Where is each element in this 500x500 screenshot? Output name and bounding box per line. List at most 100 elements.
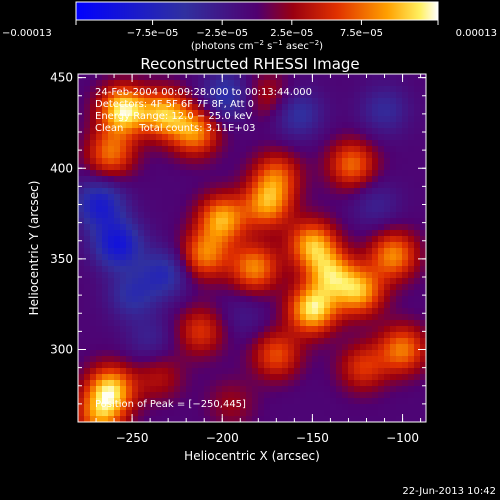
heatmap-cell xyxy=(120,176,127,183)
heatmap-cell xyxy=(354,266,361,273)
heatmap-cell xyxy=(156,260,163,267)
heatmap-cell xyxy=(366,170,373,177)
heatmap-cell xyxy=(420,272,426,279)
heatmap-cell xyxy=(192,74,199,81)
heatmap-cell xyxy=(360,272,367,279)
heatmap-cell xyxy=(414,344,421,351)
heatmap-cell xyxy=(390,116,397,123)
heatmap-cell xyxy=(348,344,355,351)
heatmap-cell xyxy=(294,290,301,297)
heatmap-cell xyxy=(216,314,223,321)
heatmap-cell xyxy=(228,278,235,285)
heatmap-cell xyxy=(276,278,283,285)
heatmap-cell xyxy=(216,74,223,81)
heatmap-cell xyxy=(162,374,169,381)
heatmap-cell xyxy=(174,362,181,369)
heatmap-cell xyxy=(294,398,301,405)
heatmap-cell xyxy=(84,254,91,261)
heatmap-cell xyxy=(252,80,259,87)
heatmap-cell xyxy=(168,146,175,153)
heatmap-cell xyxy=(186,362,193,369)
heatmap-cell xyxy=(282,254,289,261)
heatmap-cell xyxy=(288,380,295,387)
footer-timestamp: 22-Jun-2013 10:42 xyxy=(402,486,496,497)
heatmap-cell xyxy=(108,392,115,399)
heatmap-cell xyxy=(102,230,109,237)
heatmap-cell xyxy=(114,200,121,207)
heatmap-cell xyxy=(402,218,409,225)
heatmap-cell xyxy=(300,152,307,159)
heatmap-cell xyxy=(108,80,115,87)
heatmap-cell xyxy=(390,242,397,249)
heatmap-cell xyxy=(348,146,355,153)
heatmap-cell xyxy=(396,332,403,339)
heatmap-cell xyxy=(306,296,313,303)
heatmap-cell xyxy=(318,176,325,183)
heatmap-cell xyxy=(246,164,253,171)
heatmap-cell xyxy=(300,290,307,297)
heatmap-cell xyxy=(150,338,157,345)
heatmap-cell xyxy=(120,392,127,399)
heatmap-cell xyxy=(216,194,223,201)
heatmap-cell xyxy=(150,290,157,297)
heatmap-cell xyxy=(384,254,391,261)
heatmap-cell xyxy=(240,278,247,285)
heatmap-cell xyxy=(336,110,343,117)
heatmap-cell xyxy=(108,260,115,267)
heatmap-cell xyxy=(84,344,91,351)
heatmap-cell xyxy=(354,188,361,195)
heatmap-cell xyxy=(246,152,253,159)
heatmap-cell xyxy=(408,296,415,303)
heatmap-cell xyxy=(126,416,133,422)
heatmap-cell xyxy=(210,80,217,87)
heatmap-cell xyxy=(396,128,403,135)
heatmap-cell xyxy=(336,278,343,285)
heatmap-cell xyxy=(78,206,85,213)
heatmap-cell xyxy=(138,410,145,417)
heatmap-cell xyxy=(348,74,355,81)
heatmap-cell xyxy=(264,86,271,93)
heatmap-cell xyxy=(312,230,319,237)
heatmap-cell xyxy=(234,146,241,153)
heatmap-cell xyxy=(78,110,85,117)
heatmap-cell xyxy=(276,290,283,297)
heatmap-cell xyxy=(96,158,103,165)
heatmap-cell xyxy=(330,98,337,105)
heatmap-cell xyxy=(336,272,343,279)
heatmap-cell xyxy=(186,164,193,171)
heatmap-cell xyxy=(120,308,127,315)
heatmap-cell xyxy=(300,260,307,267)
heatmap-cell xyxy=(204,152,211,159)
heatmap-cell xyxy=(336,164,343,171)
heatmap-cell xyxy=(360,380,367,387)
heatmap-cell xyxy=(198,338,205,345)
heatmap-cell xyxy=(378,230,385,237)
heatmap-cell xyxy=(408,278,415,285)
heatmap-cell xyxy=(162,326,169,333)
heatmap-cell xyxy=(258,374,265,381)
heatmap-cell xyxy=(354,410,361,417)
heatmap-cell xyxy=(138,80,145,87)
heatmap-cell xyxy=(210,254,217,261)
heatmap-cell xyxy=(204,248,211,255)
heatmap-cell xyxy=(96,368,103,375)
plot-frame xyxy=(77,73,427,423)
heatmap-cell xyxy=(360,116,367,123)
heatmap-cell xyxy=(96,236,103,243)
heatmap-cell xyxy=(408,104,415,111)
heatmap-cell xyxy=(420,224,426,231)
heatmap-cell xyxy=(348,182,355,189)
heatmap-cell xyxy=(318,290,325,297)
heatmap-cell xyxy=(330,218,337,225)
heatmap-cell xyxy=(108,98,115,105)
heatmap-cell xyxy=(162,92,169,99)
heatmap-cell xyxy=(288,320,295,327)
heatmap-cell xyxy=(234,320,241,327)
heatmap-cell xyxy=(234,314,241,321)
heatmap-cell xyxy=(180,248,187,255)
heatmap-cell xyxy=(204,380,211,387)
heatmap-cell xyxy=(216,122,223,129)
heatmap-cell xyxy=(90,362,97,369)
heatmap-cell xyxy=(138,164,145,171)
heatmap-cell xyxy=(108,224,115,231)
